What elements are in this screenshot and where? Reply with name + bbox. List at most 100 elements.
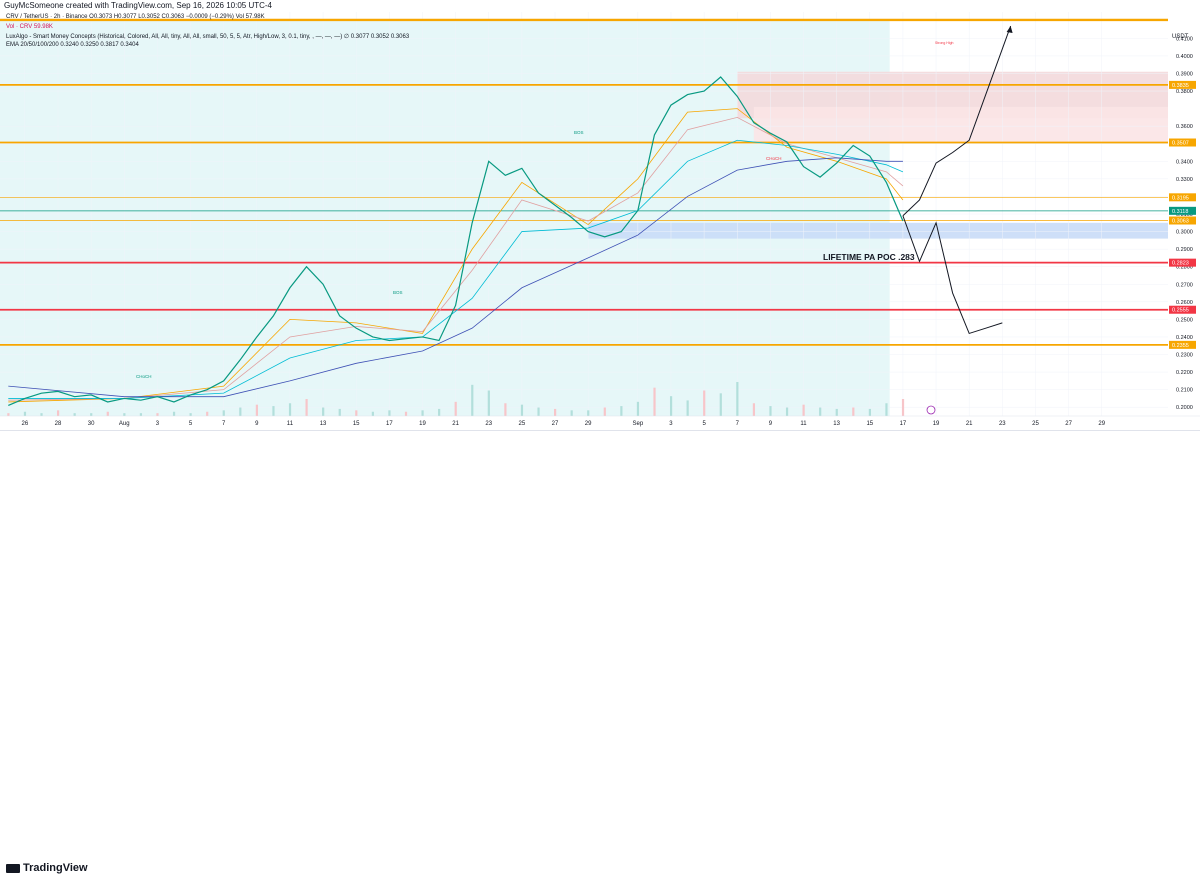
level-badge [1169,305,1196,314]
time-tick-label: 21 [966,421,973,427]
time-tick-label: 25 [1032,421,1039,427]
price-tick-label: 0.3300 [1176,177,1193,183]
poc-label: LIFETIME PA POC .283 [823,252,915,262]
time-tick-label: 3 [156,421,160,427]
volume-bar [603,407,606,416]
price-chart[interactable]: 0.41000.40000.39000.38000.36000.35000.34… [0,12,1200,430]
time-tick-label: 29 [585,421,592,427]
level-badge [1169,80,1196,89]
time-tick-label: 13 [320,421,327,427]
volume-bar [73,413,76,416]
time-tick-label: 23 [485,421,492,427]
time-tick-label: 15 [353,421,360,427]
volume-legend[interactable]: Vol · CRV 59.98K [6,24,53,30]
bos-label-2: BOS [574,130,584,135]
projection-up-path [902,25,1012,217]
price-tick-label: 0.2800 [1176,265,1193,271]
time-tick-label: 7 [736,421,740,427]
price-tick-label: 0.2300 [1176,353,1193,359]
projection-paths [902,25,1013,335]
level-badge-label: 0.3118 [1172,209,1188,215]
time-tick-label: 21 [452,421,459,427]
volume-bar [189,413,192,416]
time-tick-label: 19 [933,421,940,427]
volume-bar [736,382,739,416]
time-tick-label: Aug [119,421,130,427]
level-badge [1169,206,1196,215]
price-tick-label: 0.2000 [1176,405,1193,411]
bos-label-1: BOS [393,290,403,295]
volume-bar [570,410,573,416]
volume-bars [7,382,905,416]
smc-legend[interactable]: LuxAlgo - Smart Money Concepts (Historic… [6,34,410,40]
volume-bar [7,413,10,416]
choch-label-2: CHoCH [766,156,782,161]
events-marker-icon[interactable] [926,405,936,415]
price-line [8,76,904,407]
level-badge-label: 0.3507 [1172,141,1189,147]
time-tick-label: Sep [633,421,644,427]
time-tick-label: 9 [769,421,773,427]
volume-bar [520,404,524,416]
volume-bar [272,406,275,416]
time-tick-label: 23 [999,421,1006,427]
volume-bar [885,403,888,416]
volume-bar [653,387,656,416]
volume-bar [669,396,673,416]
time-tick-label: 7 [222,421,226,427]
price-tick-label: 0.2200 [1176,370,1193,376]
tradingview-logo-icon [6,863,20,873]
volume-bar [454,401,457,416]
volume-bar [106,411,109,416]
volume-bar [620,406,623,416]
volume-bar [868,408,871,416]
volume-bar [537,407,540,416]
volume-bar [355,410,358,416]
volume-bar [769,406,772,416]
volume-bar [305,399,308,416]
volume-bar [471,384,474,416]
time-tick-label: 27 [1065,421,1072,427]
time-axis[interactable]: 26 28 30 Aug 3 5 7 9 11 13 15 17 19 21 23 25 27 29 Sep 3 5 7 9… [0,415,1200,427]
time-tick-label: 11 [800,421,807,427]
level-badge [1169,258,1196,267]
price-tick-label: 0.3900 [1176,71,1193,77]
projection-arrow-head [1006,26,1013,34]
volume-bar [23,411,27,416]
time-tick-label: 15 [866,421,873,427]
currency-label: USDT [1172,34,1189,40]
tradingview-logo[interactable]: TradingView [6,862,88,874]
volume-bar [819,407,822,416]
time-tick-label: 3 [669,421,673,427]
ema-line [8,157,903,398]
header-bar: GuyMcSomeone created with TradingView.co… [0,0,1200,12]
volume-bar [371,411,374,416]
choch-label-1: CHoCH [136,374,152,379]
price-tick-label: 0.4000 [1176,54,1193,60]
price-tick-label: 0.2900 [1176,247,1193,253]
volume-bar [56,410,60,416]
price-tick-label: 0.2100 [1176,388,1193,394]
price-axis[interactable]: 0.41000.40000.39000.38000.36000.35000.34… [1169,36,1196,411]
volume-bar [222,410,225,416]
demand-zone [588,222,1168,239]
symbol-legend[interactable]: CRV / TetherUS · 2h · Binance O0.3073 H0… [6,14,265,20]
volume-bar [438,408,441,416]
level-badge [1169,340,1196,349]
price-tick-label: 0.2700 [1176,282,1193,288]
price-tick-label: 0.3000 [1176,230,1193,236]
volume-bar [288,403,292,416]
time-tick-label: 11 [287,421,294,427]
price-tick-label: 0.3400 [1176,159,1193,165]
volume-bar [206,411,209,416]
volume-bar [404,411,408,416]
volume-bar [901,399,905,416]
time-tick-label: 26 [22,421,29,427]
time-tick-label: 29 [1098,421,1105,427]
volume-bar [752,403,756,416]
volume-bar [123,413,126,416]
volume-bar [587,410,590,416]
ema-line [8,139,904,399]
ema-legend[interactable]: EMA 20/50/100/200 0.3240 0.3250 0.3817 0… [6,42,139,48]
